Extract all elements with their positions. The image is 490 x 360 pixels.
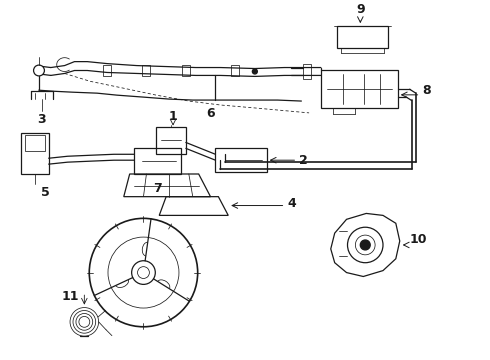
Circle shape (252, 69, 257, 74)
Text: 2: 2 (299, 154, 308, 167)
Text: 6: 6 (206, 107, 215, 120)
Text: 4: 4 (287, 197, 296, 210)
Text: 10: 10 (410, 233, 427, 246)
Text: 9: 9 (356, 3, 365, 16)
Text: 8: 8 (422, 84, 431, 97)
Text: 3: 3 (38, 113, 46, 126)
Text: 7: 7 (153, 182, 162, 195)
Circle shape (360, 240, 370, 250)
Text: 5: 5 (41, 186, 49, 199)
Text: 1: 1 (169, 110, 177, 123)
Text: 11: 11 (62, 290, 79, 303)
